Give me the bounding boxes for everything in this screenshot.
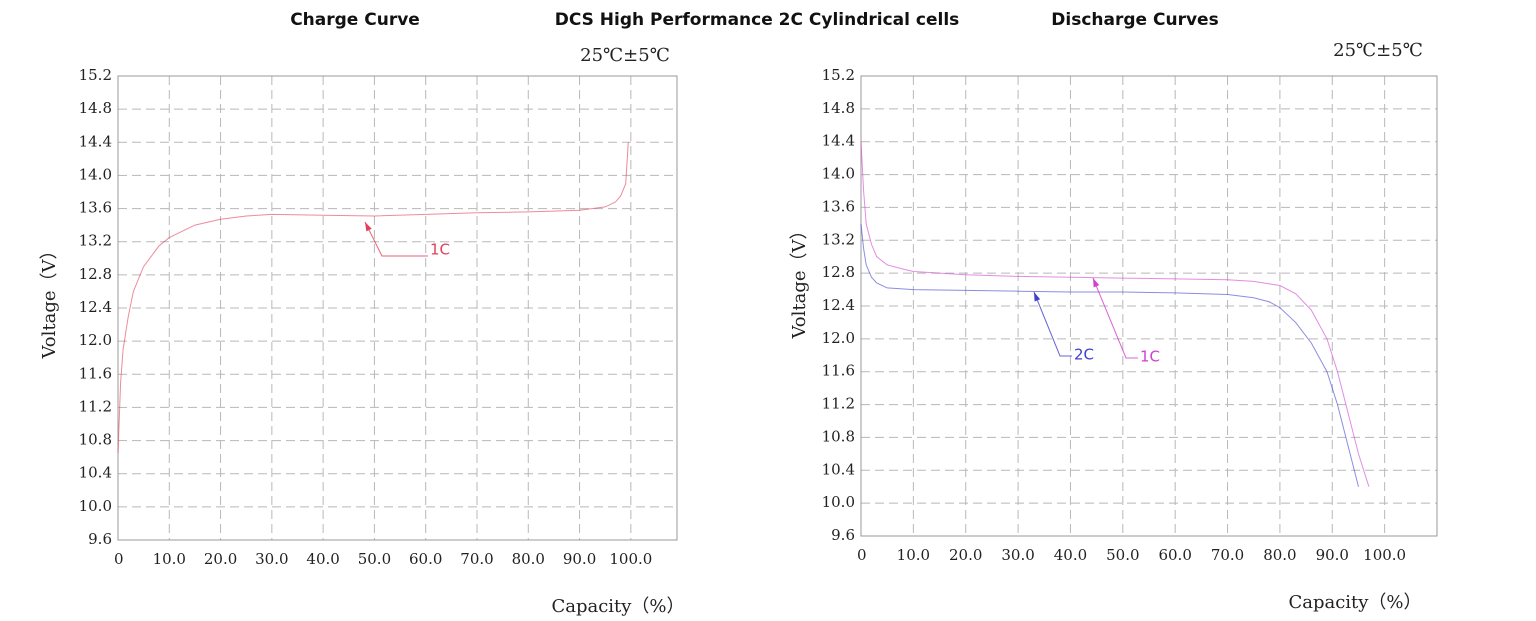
plot-frame (860, 75, 1438, 537)
y-tick-label: 10.0 (822, 493, 855, 511)
x-tick-label: 10.0 (153, 550, 186, 568)
series-label: 2C (1074, 346, 1094, 364)
y-tick-label: 13.2 (79, 232, 112, 250)
series-label: 1C (430, 241, 450, 259)
y-tick-label: 14.4 (79, 132, 112, 150)
y-tick-label: 10.8 (79, 431, 112, 449)
chart-title: Discharge Curves (1051, 10, 1218, 30)
y-tick-label: 10.0 (79, 497, 112, 515)
leader-arrow (1034, 292, 1041, 302)
x-tick-label: 60.0 (409, 550, 442, 568)
x-axis-label: Capacity（%） (1288, 592, 1421, 613)
y-tick-label: 14.8 (79, 99, 112, 117)
leader-line (364, 221, 428, 257)
x-tick-label: 100.0 (609, 550, 652, 568)
series-label: 1C (1140, 348, 1160, 366)
x-tick-label: 40.0 (306, 550, 339, 568)
x-tick-label: 80.0 (1263, 546, 1296, 564)
y-tick-label: 9.6 (831, 526, 855, 544)
y-tick-label: 14.4 (822, 132, 855, 150)
y-tick-label: 11.2 (822, 395, 855, 413)
y-tick-label: 14.8 (822, 99, 855, 117)
y-axis-label: Voltage（V） (789, 221, 810, 339)
y-tick-label: 9.6 (88, 530, 112, 548)
x-axis-label: Capacity（%） (551, 596, 684, 617)
y-tick-label: 15.2 (79, 66, 112, 84)
chart-title: Charge Curve (290, 10, 420, 30)
series-line (860, 141, 1370, 487)
x-tick-label: 20.0 (204, 550, 237, 568)
y-tick-label: 15.2 (822, 66, 855, 84)
leader-line (1092, 277, 1138, 359)
x-tick-label: 100.0 (1363, 546, 1406, 564)
series-line (117, 142, 629, 454)
x-tick-label: 70.0 (1211, 546, 1244, 564)
x-tick-label: 0 (114, 550, 124, 568)
leader-arrow (1093, 278, 1100, 288)
y-tick-label: 10.4 (822, 460, 855, 478)
plot-frame (117, 75, 678, 541)
x-tick-label: 0 (857, 546, 867, 564)
y-tick-label: 12.8 (79, 265, 112, 283)
y-tick-label: 13.6 (79, 199, 112, 217)
x-tick-label: 30.0 (1001, 546, 1034, 564)
y-tick-label: 10.4 (79, 464, 112, 482)
y-tick-label: 12.0 (822, 329, 855, 347)
y-tick-label: 14.0 (79, 165, 112, 183)
x-tick-label: 40.0 (1054, 546, 1087, 564)
y-axis-label: Voltage（V） (39, 241, 60, 359)
y-tick-label: 13.2 (822, 230, 855, 248)
y-tick-label: 14.0 (822, 165, 855, 183)
x-tick-label: 90.0 (563, 550, 596, 568)
x-tick-label: 20.0 (949, 546, 982, 564)
y-tick-label: 11.6 (79, 364, 112, 382)
x-tick-label: 80.0 (512, 550, 545, 568)
chart-subtitle: 25℃±5℃ (1333, 40, 1423, 61)
y-tick-label: 12.0 (79, 331, 112, 349)
y-tick-label: 13.6 (822, 197, 855, 215)
x-tick-label: 60.0 (1158, 546, 1191, 564)
x-tick-label: 10.0 (897, 546, 930, 564)
x-tick-label: 50.0 (1106, 546, 1139, 564)
y-tick-label: 12.4 (822, 296, 855, 314)
leader-arrow (365, 222, 372, 232)
y-tick-label: 11.6 (822, 362, 855, 380)
y-tick-label: 12.4 (79, 298, 112, 316)
page-title: DCS High Performance 2C Cylindrical cell… (555, 10, 960, 30)
chart-subtitle: 25℃±5℃ (580, 45, 670, 66)
x-tick-label: 30.0 (255, 550, 288, 568)
leader-line (1033, 291, 1072, 357)
y-tick-label: 10.8 (822, 427, 855, 445)
x-tick-label: 50.0 (358, 550, 391, 568)
x-tick-label: 90.0 (1316, 546, 1349, 564)
series-line (860, 223, 1359, 487)
y-tick-label: 12.8 (822, 263, 855, 281)
x-tick-label: 70.0 (460, 550, 493, 568)
y-tick-label: 11.2 (79, 397, 112, 415)
